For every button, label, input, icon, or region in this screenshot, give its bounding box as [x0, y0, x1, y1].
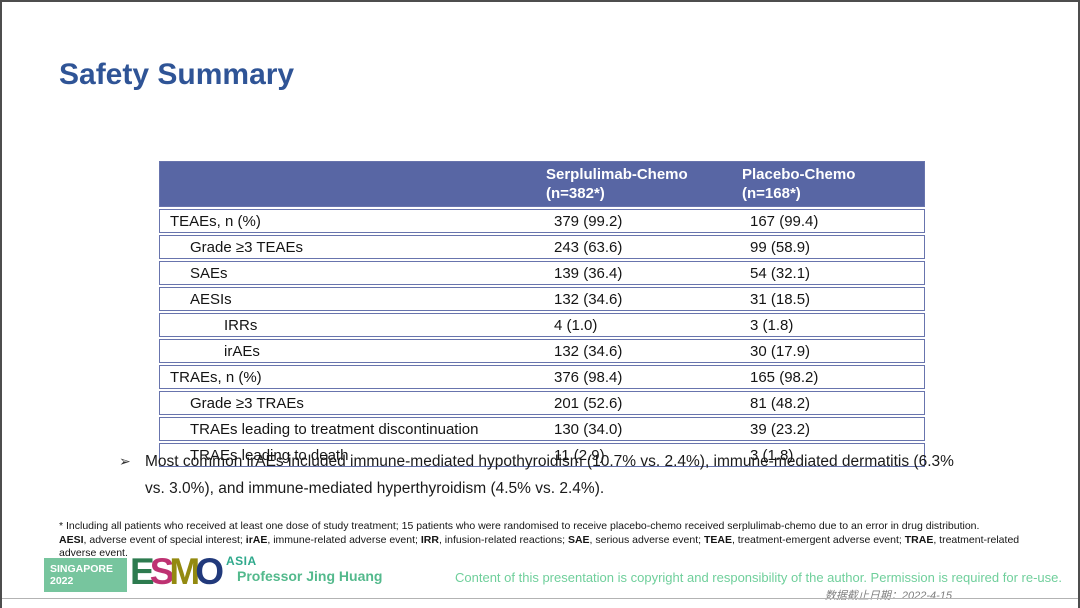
row-label: TRAEs, n (%): [159, 365, 541, 389]
placebo-value: 3 (1.8): [737, 313, 925, 337]
footnote-segment: TRAE: [904, 534, 934, 546]
footnote-segment: , treatment-related adverse event.: [59, 534, 1020, 559]
header-placebo-chemo: Placebo-Chemo (n=168*): [737, 161, 925, 207]
row-label: Grade ≥3 TEAEs: [159, 235, 541, 259]
header-serplulimab-line2: (n=382*): [546, 185, 605, 202]
table-row: SAEs 139 (36.4) 54 (32.1): [159, 261, 925, 285]
row-label: TRAEs leading to death: [159, 443, 541, 467]
serplulimab-value: 139 (36.4): [541, 261, 737, 285]
esmo-wordmark: ESMO: [130, 551, 224, 592]
row-label: SAEs: [159, 261, 541, 285]
row-label: Grade ≥3 TRAEs: [159, 391, 541, 415]
presenter-name: Professor Jing Huang: [237, 568, 383, 584]
table-row: irAEs 132 (34.6) 30 (17.9): [159, 339, 925, 363]
footer-divider: [2, 598, 1078, 599]
row-label: TEAEs, n (%): [159, 209, 541, 233]
table-row: IRRs 4 (1.0) 3 (1.8): [159, 313, 925, 337]
esmo-asia-logo: SINGAPORE 2022 ESMO ASIA: [44, 551, 257, 592]
placebo-value: 81 (48.2): [737, 391, 925, 415]
table-row: TRAEs leading to treatment discontinuati…: [159, 417, 925, 441]
serplulimab-value: 11 (2.9): [541, 443, 737, 467]
page-title: Safety Summary: [59, 58, 295, 91]
bullet-arrow-icon: ➢: [119, 453, 131, 469]
footnote-segment: , immune-related adverse event;: [267, 534, 421, 546]
data-cutoff-date: 数据截止日期：2022-4-15: [824, 590, 952, 602]
esmo-letter: E: [130, 551, 155, 592]
esmo-letter: O: [195, 551, 224, 592]
row-label: IRRs: [159, 313, 541, 337]
table-row: AESIs 132 (34.6) 31 (18.5): [159, 287, 925, 311]
table-row: TRAEs, n (%) 376 (98.4) 165 (98.2): [159, 365, 925, 389]
serplulimab-value: 379 (99.2): [541, 209, 737, 233]
footnote-segment: , infusion-related reactions;: [438, 534, 568, 546]
serplulimab-value: 132 (34.6): [541, 339, 737, 363]
placebo-value: 167 (99.4): [737, 209, 925, 233]
footnote-segment: TEAE: [703, 534, 732, 546]
singapore-2022-badge: SINGAPORE 2022: [44, 558, 127, 592]
placebo-value: 31 (18.5): [737, 287, 925, 311]
serplulimab-value: 376 (98.4): [541, 365, 737, 389]
table-header-row: Serplulimab-Chemo (n=382*) Placebo-Chemo…: [159, 161, 925, 207]
header-placebo-line2: (n=168*): [742, 185, 801, 202]
badge-singapore-text: SINGAPORE: [50, 563, 114, 575]
esmo-letter: S: [149, 551, 175, 592]
serplulimab-value: 130 (34.0): [541, 417, 737, 441]
esmo-letter: M: [169, 551, 201, 592]
header-serplulimab-line1: Serplulimab-Chemo: [546, 166, 688, 183]
bullet-item: ➢ Most common irAEs included immune-medi…: [119, 448, 971, 502]
row-label: TRAEs leading to treatment discontinuati…: [159, 417, 541, 441]
serplulimab-value: 132 (34.6): [541, 287, 737, 311]
placebo-value: 54 (32.1): [737, 261, 925, 285]
footnote-segment: , adverse event of special interest;: [83, 534, 246, 546]
placebo-value: 165 (98.2): [737, 365, 925, 389]
table-row: TEAEs, n (%) 379 (99.2) 167 (99.4): [159, 209, 925, 233]
footnote-segment: AESI: [59, 534, 84, 546]
footnote-segment: SAE: [567, 534, 590, 546]
placebo-value: 39 (23.2): [737, 417, 925, 441]
asia-label: ASIA: [225, 554, 257, 568]
copyright-notice: Content of this presentation is copyrigh…: [455, 570, 1062, 585]
bullet-text: Most common irAEs included immune-mediat…: [145, 453, 954, 497]
badge-year-text: 2022: [50, 575, 74, 587]
table-row: Grade ≥3 TRAEs 201 (52.6) 81 (48.2): [159, 391, 925, 415]
serplulimab-value: 243 (63.6): [541, 235, 737, 259]
row-label: AESIs: [159, 287, 541, 311]
serplulimab-value: 201 (52.6): [541, 391, 737, 415]
footnote-abbreviations: AESI, adverse event of special interest;…: [59, 534, 1049, 560]
placebo-value: 3 (1.8): [737, 443, 925, 467]
header-placebo-line1: Placebo-Chemo: [742, 166, 856, 183]
header-serplulimab-chemo: Serplulimab-Chemo (n=382*): [541, 161, 737, 207]
header-empty-cell: [159, 161, 541, 207]
table-row: TRAEs leading to death 11 (2.9) 3 (1.8): [159, 443, 925, 467]
footnote-segment: , serious adverse event;: [589, 534, 704, 546]
placebo-value: 99 (58.9): [737, 235, 925, 259]
serplulimab-value: 4 (1.0): [541, 313, 737, 337]
table-row: Grade ≥3 TEAEs 243 (63.6) 99 (58.9): [159, 235, 925, 259]
footnote-segment: irAE: [245, 534, 268, 546]
footnote-segment: IRR: [420, 534, 439, 546]
safety-summary-table: Serplulimab-Chemo (n=382*) Placebo-Chemo…: [159, 159, 925, 469]
footnote-asterisk: * Including all patients who received at…: [59, 520, 980, 532]
row-label: irAEs: [159, 339, 541, 363]
placebo-value: 30 (17.9): [737, 339, 925, 363]
footnote-segment: , treatment-emergent adverse event;: [731, 534, 905, 546]
